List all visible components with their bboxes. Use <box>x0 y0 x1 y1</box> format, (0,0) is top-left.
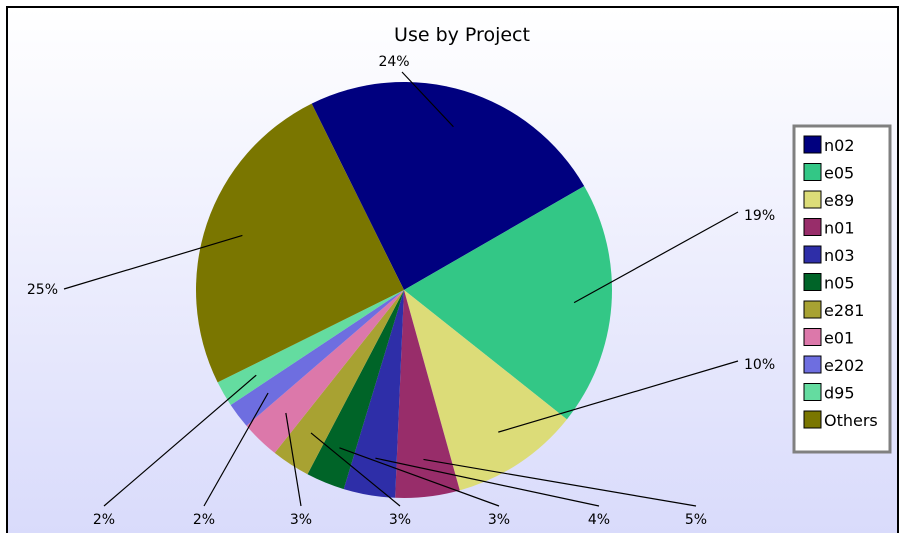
slice-label-e01: 3% <box>290 512 312 528</box>
legend-swatch-e05 <box>803 163 822 181</box>
legend: n02 e05 e89 n01 n03 n05 e281 e01 e202 d95 Others <box>792 124 892 454</box>
slice-label-n05: 3% <box>488 512 510 528</box>
slice-label-e05: 19% <box>744 208 775 224</box>
leader-line-e89 <box>498 360 739 433</box>
leader-line-n03 <box>375 457 600 507</box>
pie-slice-d95 <box>217 290 404 405</box>
legend-swatch-e202 <box>803 355 822 374</box>
leader-line-e281 <box>310 432 401 507</box>
pie-chart: Use by Project 24% 19% 10% 5% 4% 3% 3% 3% 2% 2% 25… <box>27 24 892 528</box>
leader-line-n01 <box>423 458 697 507</box>
slice-label-others: 25% <box>27 282 58 298</box>
chart-title: Use by Project <box>394 24 530 46</box>
legend-swatch-e281 <box>803 300 822 319</box>
pie-slice-e89 <box>404 290 567 491</box>
legend-label-d95: d95 <box>824 384 855 403</box>
legend-label-others: Others <box>824 411 878 430</box>
legend-swatch-others <box>803 410 822 429</box>
legend-swatch-n01 <box>803 218 822 236</box>
legend-label-e202: e202 <box>824 356 864 375</box>
slice-label-e89: 10% <box>744 357 775 373</box>
legend-swatch-n02 <box>803 135 822 154</box>
slice-label-n02: 24% <box>378 54 409 70</box>
legend-swatch-n03 <box>803 245 822 264</box>
leader-line-n02 <box>401 71 454 128</box>
leader-line-d95 <box>103 374 257 507</box>
pie-slice-e202 <box>230 290 404 426</box>
leader-line-others <box>63 234 243 290</box>
slice-labels: 24% 19% 10% 5% 4% 3% 3% 3% 2% 2% 25% <box>27 54 775 528</box>
legend-swatch-e89 <box>803 190 822 209</box>
slice-label-n03: 4% <box>588 512 610 528</box>
leader-line-e202 <box>203 392 269 507</box>
slice-label-n01: 5% <box>685 512 707 528</box>
leader-lines <box>63 71 739 507</box>
leader-line-n05 <box>339 447 500 507</box>
legend-swatch-e01 <box>803 328 822 346</box>
pie-slice-n01 <box>395 290 460 499</box>
pie-slice-e281 <box>274 290 404 475</box>
leader-line-e05 <box>573 211 739 304</box>
legend-label-e89: e89 <box>824 191 854 210</box>
legend-label-e05: e05 <box>824 164 854 183</box>
pie-slice-n02 <box>311 81 585 290</box>
legend-label-n03: n03 <box>824 246 855 265</box>
pie-slices <box>195 81 613 499</box>
slice-label-e202: 2% <box>193 512 215 528</box>
slice-label-e281: 3% <box>389 512 411 528</box>
leader-line-e01 <box>285 412 302 507</box>
chart-panel: Use by Project 24% 19% 10% 5% 4% 3% 3% 3% 2% 2% 25… <box>6 6 899 533</box>
pie-slice-others <box>195 103 404 383</box>
pie-slice-e01 <box>246 290 404 453</box>
legend-label-n05: n05 <box>824 274 855 293</box>
legend-label-n01: n01 <box>824 219 855 238</box>
legend-swatch-d95 <box>803 383 822 401</box>
legend-label-e01: e01 <box>824 329 854 348</box>
legend-swatch-n05 <box>803 273 822 291</box>
slice-label-d95: 2% <box>93 512 115 528</box>
pie-slice-n03 <box>343 290 404 498</box>
legend-label-n02: n02 <box>824 136 855 155</box>
pie-slice-e05 <box>404 186 613 420</box>
pie-slice-n05 <box>307 290 404 490</box>
legend-label-e281: e281 <box>824 301 864 320</box>
